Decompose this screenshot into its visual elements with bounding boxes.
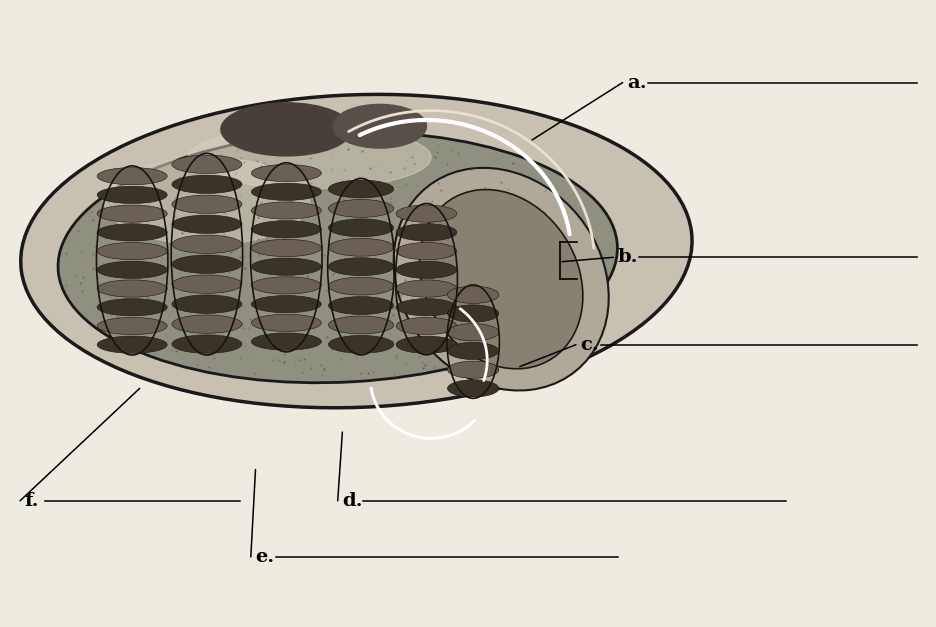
Ellipse shape [221, 103, 351, 156]
Ellipse shape [393, 168, 608, 391]
Ellipse shape [188, 126, 431, 189]
Text: f.: f. [24, 492, 39, 510]
Ellipse shape [251, 183, 321, 201]
Ellipse shape [447, 342, 498, 359]
Ellipse shape [396, 336, 457, 354]
Ellipse shape [171, 295, 241, 314]
Ellipse shape [396, 205, 457, 222]
Ellipse shape [251, 295, 321, 313]
Ellipse shape [332, 104, 426, 148]
Ellipse shape [328, 219, 393, 237]
Text: d.: d. [342, 492, 362, 510]
Ellipse shape [251, 164, 321, 182]
Ellipse shape [97, 336, 167, 354]
Ellipse shape [251, 333, 321, 350]
Ellipse shape [328, 238, 393, 256]
Ellipse shape [97, 261, 167, 278]
Ellipse shape [328, 180, 393, 198]
Ellipse shape [396, 261, 457, 278]
Text: b.: b. [618, 248, 637, 266]
Ellipse shape [171, 315, 241, 334]
Ellipse shape [251, 240, 321, 256]
Ellipse shape [251, 258, 321, 275]
Ellipse shape [251, 221, 321, 238]
Ellipse shape [171, 175, 241, 194]
Ellipse shape [396, 224, 457, 241]
Ellipse shape [419, 189, 582, 369]
Ellipse shape [396, 243, 457, 260]
Ellipse shape [104, 157, 310, 245]
Ellipse shape [171, 255, 241, 273]
Ellipse shape [328, 277, 393, 295]
Text: a.: a. [626, 73, 646, 92]
Ellipse shape [97, 224, 167, 241]
Text: e.: e. [256, 548, 274, 566]
Ellipse shape [171, 215, 241, 233]
Ellipse shape [251, 202, 321, 219]
Ellipse shape [251, 277, 321, 294]
Ellipse shape [97, 167, 167, 185]
Ellipse shape [97, 298, 167, 316]
Ellipse shape [251, 314, 321, 332]
Ellipse shape [97, 243, 167, 260]
Ellipse shape [171, 275, 241, 293]
Ellipse shape [97, 186, 167, 204]
Ellipse shape [396, 298, 457, 316]
Ellipse shape [97, 280, 167, 297]
Ellipse shape [447, 286, 498, 303]
Ellipse shape [447, 361, 498, 378]
Text: c.: c. [580, 335, 599, 354]
Ellipse shape [171, 235, 241, 253]
Ellipse shape [328, 316, 393, 334]
Ellipse shape [171, 335, 241, 353]
Ellipse shape [171, 195, 241, 213]
Ellipse shape [328, 199, 393, 218]
Ellipse shape [21, 95, 692, 408]
Ellipse shape [447, 380, 498, 397]
Ellipse shape [447, 305, 498, 322]
Ellipse shape [97, 317, 167, 335]
Ellipse shape [171, 155, 241, 174]
Ellipse shape [328, 297, 393, 315]
Ellipse shape [58, 132, 617, 382]
Ellipse shape [328, 335, 393, 353]
Ellipse shape [328, 258, 393, 276]
Ellipse shape [97, 205, 167, 222]
Ellipse shape [447, 324, 498, 341]
Ellipse shape [396, 317, 457, 335]
Ellipse shape [396, 280, 457, 297]
